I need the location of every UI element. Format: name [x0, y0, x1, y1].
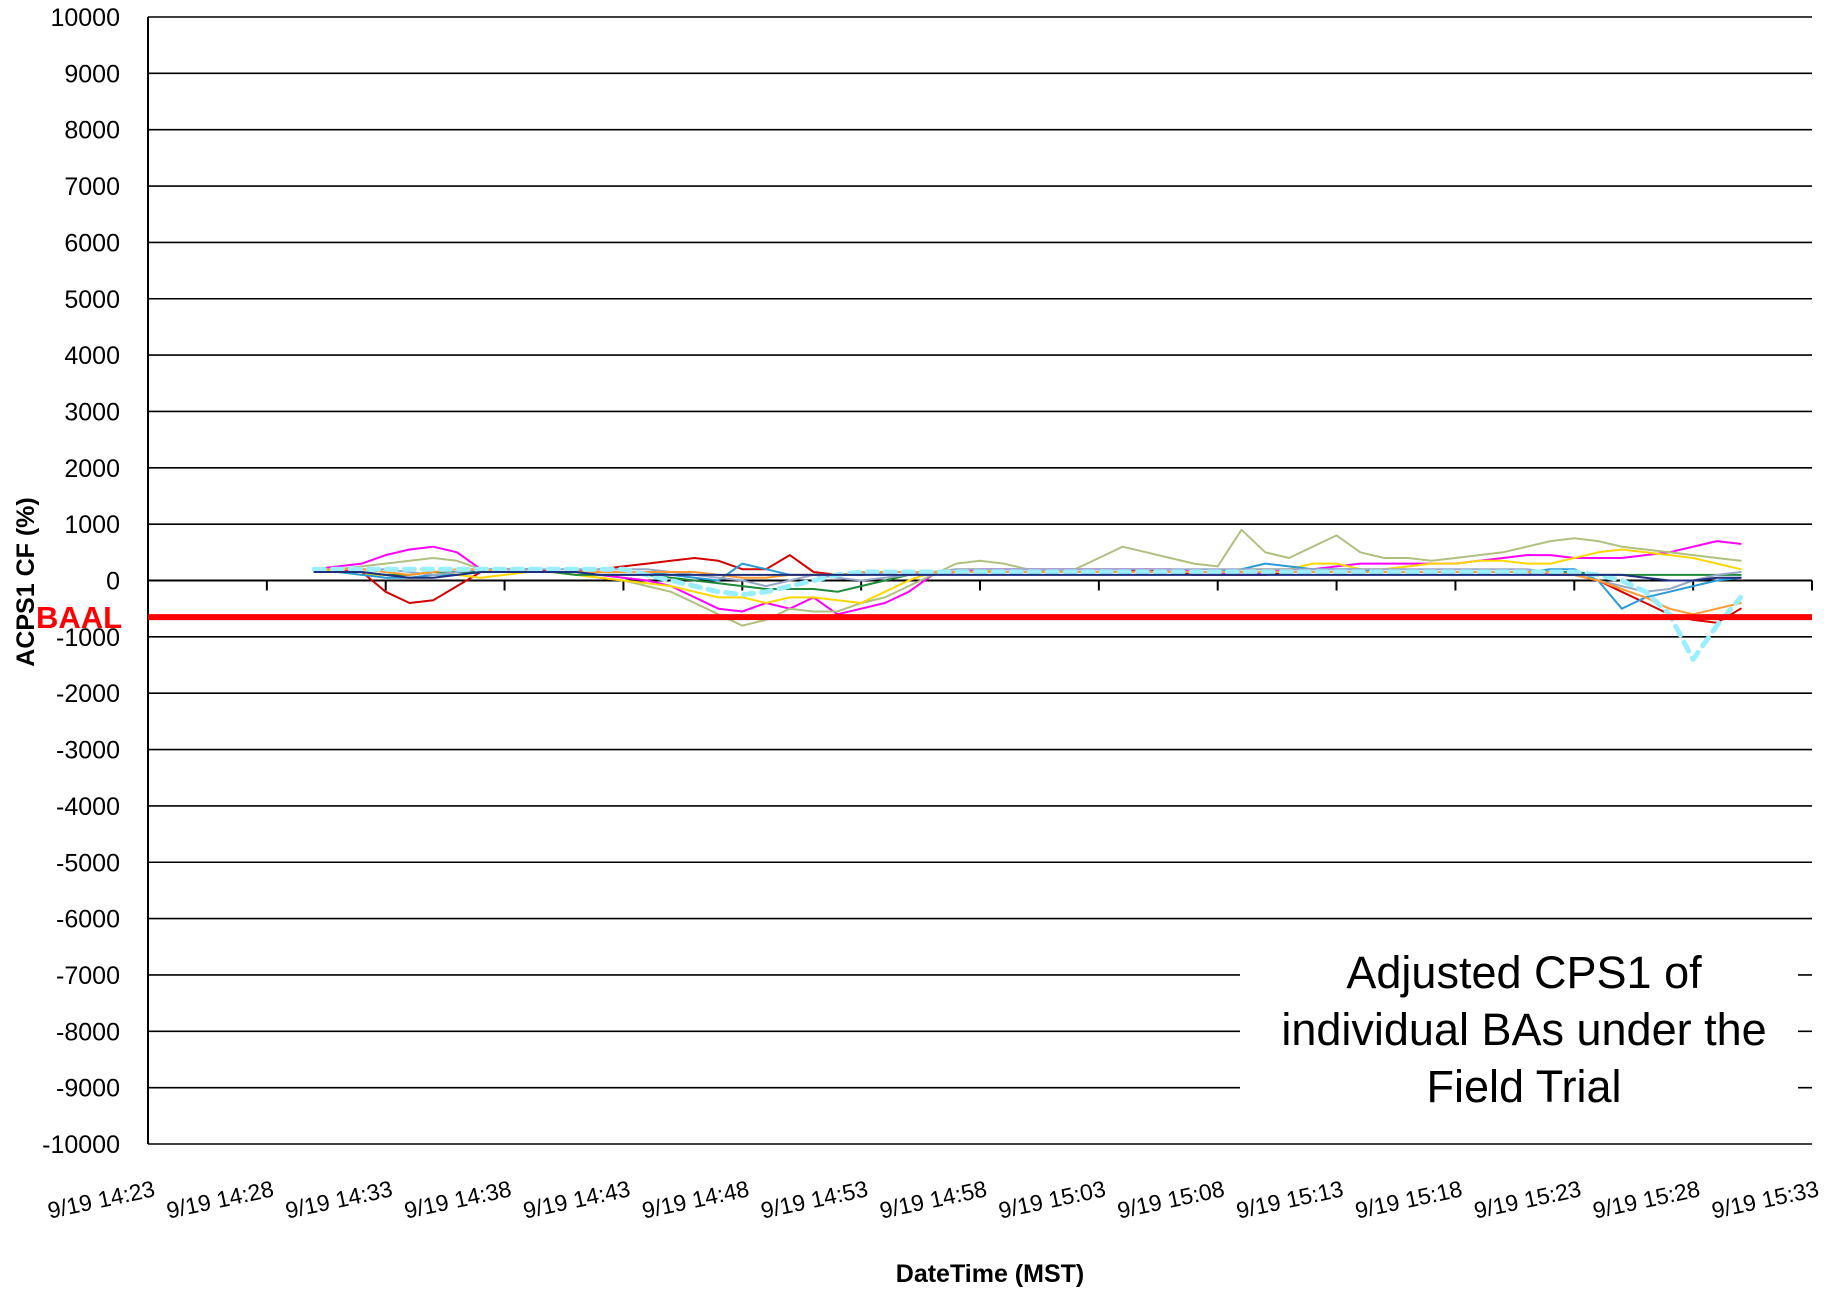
- y-tick-label: -8000: [56, 1018, 120, 1046]
- y-tick-label: -10000: [42, 1131, 120, 1159]
- series-line-9: [311, 566, 1744, 662]
- x-tick-label: 9/19 15:28: [1590, 1175, 1702, 1223]
- y-axis-title: ACPS1 CF (%): [12, 497, 40, 666]
- y-tick-label: 2000: [64, 455, 120, 483]
- x-tick-label: 9/19 14:58: [877, 1175, 989, 1223]
- x-tick-label: 9/19 15:08: [1115, 1175, 1227, 1223]
- y-tick-label: 6000: [64, 229, 120, 257]
- y-tick-label: -3000: [56, 737, 120, 765]
- x-tick-label: 9/19 15:18: [1353, 1175, 1465, 1223]
- x-tick-label: 9/19 14:38: [402, 1175, 514, 1223]
- y-tick-label: -9000: [56, 1075, 120, 1103]
- baal-line-group: BAAL: [36, 600, 1812, 635]
- y-tick-label: 10000: [50, 4, 120, 32]
- x-tick-label: 9/19 14:48: [640, 1175, 752, 1223]
- y-tick-label: 3000: [64, 398, 120, 426]
- x-axis-ticks: 9/19 14:23 9/19 14:28 9/19 14:33 9/19 14:38…: [45, 580, 1821, 1223]
- annotation-box: [1240, 938, 1798, 1118]
- series-line-2: [313, 554, 1742, 624]
- y-axis-ticks: 1000090008000700060005000400030002000100…: [42, 4, 120, 1159]
- x-tick-label: 9/19 15:33: [1709, 1175, 1821, 1223]
- y-tick-label: -4000: [56, 793, 120, 821]
- y-tick-label: -5000: [56, 849, 120, 877]
- y-tick-label: -6000: [56, 906, 120, 934]
- y-tick-label: -2000: [56, 680, 120, 708]
- series-line-3: [313, 528, 1742, 627]
- y-tick-label: 1000: [64, 511, 120, 539]
- x-tick-label: 9/19 15:03: [996, 1175, 1108, 1223]
- y-tick-label: 5000: [64, 286, 120, 314]
- x-axis-title: DateTime (MST): [896, 1260, 1084, 1288]
- x-tick-label: 9/19 14:43: [521, 1175, 633, 1223]
- annotation-line-1: Adjusted CPS1 of: [1346, 947, 1702, 998]
- y-tick-label: 7000: [64, 173, 120, 201]
- y-tick-label: 4000: [64, 342, 120, 370]
- annotation-line-2: individual BAs under the: [1281, 1004, 1766, 1055]
- series-line-8: [313, 568, 1742, 616]
- baal-label: BAAL: [36, 600, 122, 635]
- y-tick-label: 8000: [64, 117, 120, 145]
- series-line-10: [313, 571, 1742, 582]
- x-tick-label: 9/19 14:28: [164, 1175, 276, 1223]
- x-tick-label: 9/19 14:23: [45, 1175, 157, 1223]
- series-line-1: [313, 540, 1742, 616]
- x-tick-label: 9/19 15:13: [1234, 1175, 1346, 1223]
- gridlines: [148, 16, 1812, 1145]
- x-tick-label: 9/19 15:23: [1472, 1175, 1584, 1223]
- y-tick-label: 9000: [64, 60, 120, 88]
- x-tick-label: 9/19 14:53: [758, 1175, 870, 1223]
- x-tick-label: 9/19 14:33: [283, 1175, 395, 1223]
- series-lines: [311, 528, 1744, 662]
- y-tick-label: -1000: [56, 624, 120, 652]
- series-line-4: [313, 548, 1742, 604]
- y-tick-label: 0: [106, 568, 120, 596]
- y-tick-label: -7000: [56, 962, 120, 990]
- annotation-line-3: Field Trial: [1426, 1061, 1621, 1112]
